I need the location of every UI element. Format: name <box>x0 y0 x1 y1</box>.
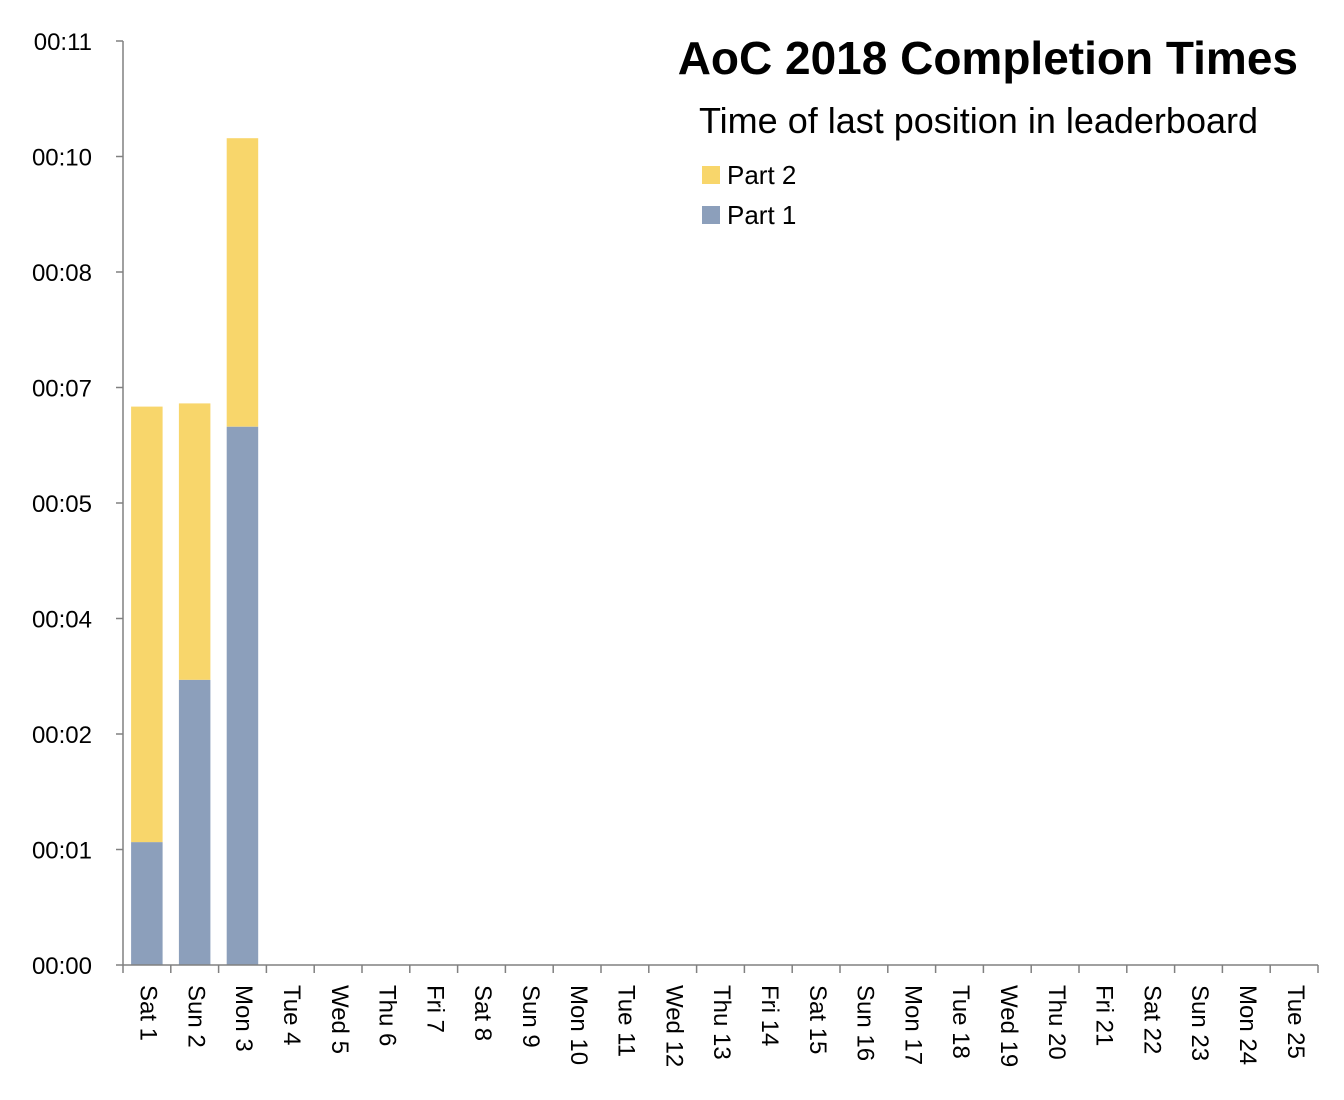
chart-title: AoC 2018 Completion Times <box>678 32 1298 84</box>
legend-swatch-part-1 <box>702 206 720 224</box>
x-tick-label: Tue 11 <box>613 985 640 1057</box>
bar-part-1-sat-1 <box>131 842 163 965</box>
x-tick-label: Sun 9 <box>517 985 544 1048</box>
x-tick-label: Fri 21 <box>1091 985 1118 1046</box>
x-tick-label: Tue 18 <box>947 985 974 1059</box>
axes-layer <box>116 40 1319 973</box>
x-tick-label: Fri 14 <box>756 985 783 1046</box>
bar-part-1-sun-2 <box>178 679 211 965</box>
x-tick-labels: Sat 1 Sun 2 Mon 3 Tue 4 Wed 5 Thu 6 Fri 7 Sat 8… <box>135 985 1309 1067</box>
legend-label-part-1: Part 1 <box>727 200 796 230</box>
legend: Part 2 Part 1 <box>702 160 796 230</box>
bar-part-1-mon-3 <box>226 426 259 965</box>
y-tick-label: 00:05 <box>32 491 92 518</box>
x-tick-label: Wed 12 <box>660 985 687 1067</box>
x-tick-label: Sat 22 <box>1138 985 1165 1054</box>
x-tick-label: Mon 3 <box>230 985 257 1052</box>
x-tick-label: Thu 6 <box>374 985 401 1046</box>
y-tick-label: 00:04 <box>32 607 92 634</box>
y-tick-label: 00:00 <box>32 953 92 980</box>
bar-part-2-sat-1 <box>131 406 163 843</box>
x-tick-label: Fri 7 <box>421 985 448 1033</box>
x-tick-label: Sun 16 <box>852 985 879 1061</box>
x-tick-label: Sun 23 <box>1186 985 1213 1061</box>
bar-part-2-sun-2 <box>178 403 211 680</box>
x-tick-label: Wed 5 <box>326 985 353 1054</box>
x-tick-label: Sat 15 <box>804 985 831 1054</box>
x-tick-label: Sat 1 <box>135 985 162 1041</box>
x-tick-label: Mon 10 <box>565 985 592 1065</box>
chart-subtitle: Time of last position in leaderboard <box>699 100 1258 141</box>
x-tick-label: Tue 4 <box>278 985 305 1045</box>
y-tick-labels: 00:00 00:01 00:02 00:04 00:05 00:07 00:08 00:10… <box>32 29 92 980</box>
bar-part-2-mon-3 <box>226 138 259 427</box>
x-tick-label: Mon 24 <box>1234 985 1261 1065</box>
x-tick-label: Sun 2 <box>182 985 209 1048</box>
x-tick-label: Mon 17 <box>899 985 926 1065</box>
y-tick-label: 00:02 <box>32 722 92 749</box>
x-tick-label: Sat 8 <box>469 985 496 1041</box>
legend-label-part-2: Part 2 <box>727 160 796 190</box>
y-tick-label: 00:07 <box>32 376 92 403</box>
y-tick-label: 00:01 <box>32 838 92 865</box>
legend-swatch-part-2 <box>702 166 720 184</box>
x-tick-label: Wed 19 <box>995 985 1022 1067</box>
bars-layer <box>131 138 259 965</box>
y-tick-label: 00:08 <box>32 260 92 287</box>
x-tick-label: Tue 25 <box>1282 985 1309 1059</box>
x-tick-label: Thu 20 <box>1043 985 1070 1060</box>
y-tick-label: 00:11 <box>34 29 92 56</box>
y-tick-label: 00:10 <box>32 145 92 172</box>
x-tick-label: Thu 13 <box>708 985 735 1060</box>
